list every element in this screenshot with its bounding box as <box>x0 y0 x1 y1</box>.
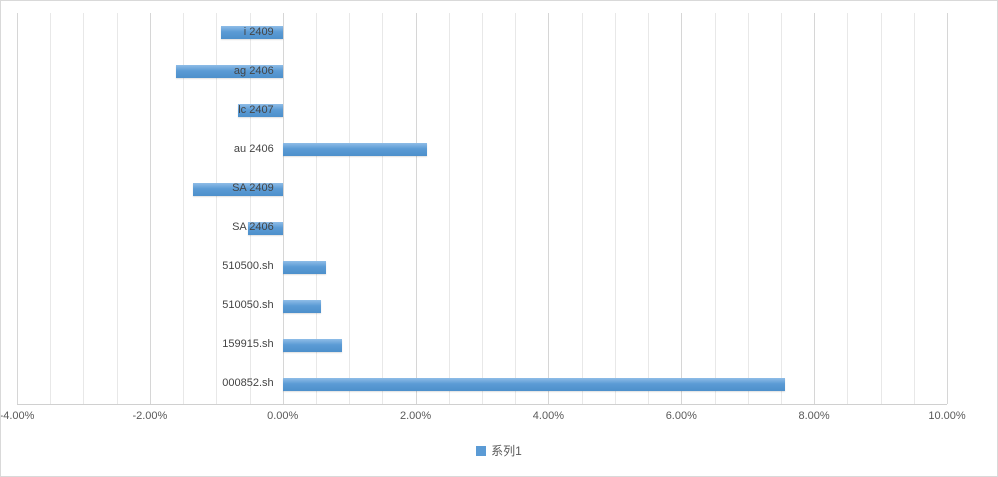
gridline <box>149 13 151 404</box>
category-label: 510050.sh <box>222 299 274 312</box>
bar <box>282 143 428 157</box>
x-tick-label: 0.00% <box>267 410 299 422</box>
legend-swatch-icon <box>476 445 487 456</box>
bar <box>282 299 321 313</box>
category-label: 000852.sh <box>222 377 274 390</box>
gridline <box>747 13 749 404</box>
gridline <box>614 13 616 404</box>
x-tick-label: 8.00% <box>798 410 830 422</box>
bar <box>220 26 283 40</box>
gridline <box>847 13 849 404</box>
category-label: 159915.sh <box>222 338 274 351</box>
gridline <box>315 13 317 404</box>
gridline <box>913 13 915 404</box>
gridline <box>349 13 351 404</box>
x-tick-label: -4.00% <box>0 410 35 422</box>
gridline <box>548 13 550 404</box>
gridline <box>17 13 18 404</box>
x-axis-line <box>17 404 947 405</box>
gridline <box>183 13 185 404</box>
bar <box>248 221 283 235</box>
legend-label: 系列1 <box>491 444 522 458</box>
x-tick-label: 10.00% <box>928 410 966 422</box>
gridline <box>382 13 384 404</box>
x-tick-label: -2.00% <box>132 410 168 422</box>
bar <box>193 182 283 196</box>
gridline <box>415 13 417 404</box>
category-label: ag 2406 <box>233 64 274 77</box>
category-label: i 2409 <box>243 25 274 38</box>
gridline <box>947 13 948 404</box>
gridline <box>780 13 782 404</box>
gridline <box>482 13 483 404</box>
bar <box>282 377 785 391</box>
gridline <box>282 13 284 404</box>
gridline <box>515 13 517 404</box>
gridline <box>50 13 52 404</box>
gridline <box>880 13 882 404</box>
gridline <box>714 13 716 404</box>
category-label: 510500.sh <box>222 260 274 273</box>
x-tick-label: 2.00% <box>399 410 432 422</box>
gridline <box>249 13 251 404</box>
x-tick-label: 6.00% <box>665 410 697 422</box>
gridline <box>83 13 85 404</box>
bar <box>282 260 326 274</box>
legend: 系列1 <box>1 442 997 459</box>
bar <box>282 338 342 352</box>
gridline <box>648 13 650 404</box>
category-label: SA 2409 <box>232 182 274 194</box>
gridline <box>681 13 683 404</box>
gridline <box>216 13 218 404</box>
category-label: au 2406 <box>233 142 274 155</box>
gridline <box>116 13 118 404</box>
gridline <box>448 13 450 404</box>
category-label: SA 2406 <box>232 221 274 234</box>
category-label: lc 2407 <box>238 103 274 116</box>
bar <box>176 65 283 79</box>
gridline <box>814 13 816 404</box>
x-tick-label: 4.00% <box>532 410 564 422</box>
gridline <box>581 13 583 404</box>
bar <box>237 104 283 118</box>
